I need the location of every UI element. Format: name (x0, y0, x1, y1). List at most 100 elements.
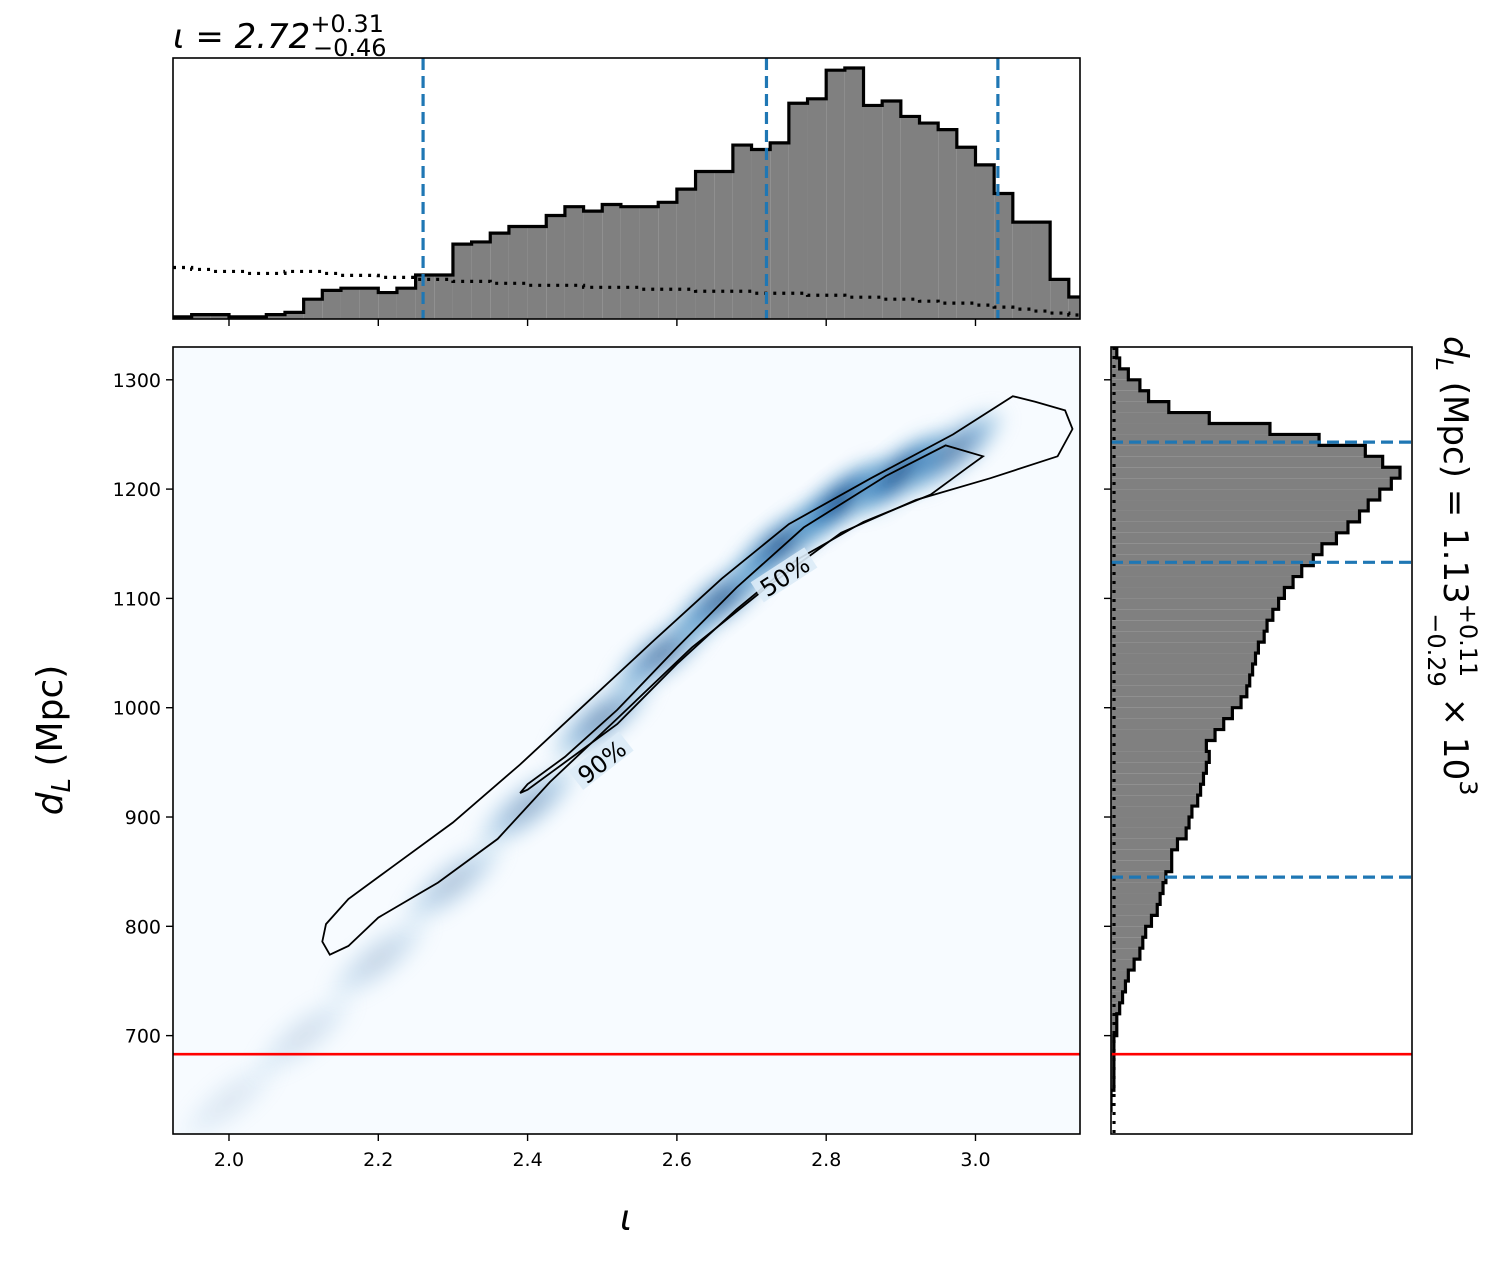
density-blob (320, 911, 436, 1007)
distance-bar (1111, 729, 1216, 741)
distance-bar (1111, 926, 1146, 938)
iota-bar (602, 204, 621, 319)
density-blob (395, 834, 511, 931)
distance-quantile-lines (1111, 440, 1412, 879)
right-panel-frame (1110, 346, 1413, 1135)
iota-bar (882, 101, 901, 319)
distance-bar (1111, 882, 1164, 894)
distance-histogram (1111, 336, 1402, 1134)
x-axis-ticks: 2.0 2.2 2.4 2.6 2.8 3.0 (214, 1134, 991, 1171)
distance-bar (1111, 991, 1123, 1003)
distance-bar (1111, 751, 1210, 763)
distance-bar (1111, 707, 1233, 719)
distance-bar (1111, 959, 1135, 971)
density-blob (246, 987, 362, 1084)
distance-bar (1111, 434, 1320, 446)
distance-bar (1111, 685, 1247, 697)
credible-contours (321, 395, 1074, 956)
iota-prior-outline (173, 265, 1080, 317)
iota-quantile-lines (421, 58, 1000, 319)
distance-bar (1111, 696, 1242, 708)
iota-bar (1087, 312, 1106, 319)
distance-bar (1111, 347, 1117, 358)
distance-bar (1111, 937, 1143, 949)
iota-bar (770, 142, 789, 319)
distance-bar (1111, 915, 1152, 927)
distance-bar (1111, 401, 1169, 413)
distance-bar (1111, 587, 1285, 599)
iota-bar (844, 68, 864, 319)
iota-title-lower-error: −0.46 (313, 34, 387, 62)
distance-bar (1111, 489, 1380, 501)
distance-bar (1111, 948, 1140, 960)
distance-bar (1111, 412, 1210, 424)
distance-bar (1111, 784, 1201, 796)
distance-bar (1111, 510, 1360, 522)
iota-bar (1068, 296, 1080, 319)
distance-bar (1111, 336, 1114, 347)
distance-bar (1111, 368, 1129, 380)
y-tick-label: 800 (125, 916, 161, 938)
distance-bar (1111, 1013, 1117, 1025)
y-axis-ticks: 700 800 900 1000 1100 1200 1300 (113, 370, 173, 1048)
contour-50-percent (519, 444, 986, 794)
iota-bar (564, 206, 584, 319)
x-tick-label: 2.2 (363, 1149, 393, 1171)
distance-bar (1111, 904, 1158, 916)
iota-bar (714, 171, 733, 319)
x-tick-label: 2.8 (811, 1149, 841, 1171)
iota-bar (546, 215, 565, 319)
distance-bar (1111, 674, 1250, 686)
iota-histogram-outline (173, 66, 1080, 319)
distance-bar (1111, 827, 1187, 839)
y-tick-label: 1300 (113, 370, 161, 392)
iota-bar (732, 145, 752, 319)
iota-bar (396, 288, 416, 319)
distance-bar (1111, 663, 1253, 675)
contour-label-bg (750, 547, 818, 603)
distance-bar (1111, 609, 1273, 621)
joint-posterior-panel: 50%90% 2.0 2.2 2.4 2.6 2.8 3.0 70080090010001… (30, 346, 1081, 1239)
distance-bar (1111, 980, 1126, 992)
iota-bar (863, 105, 883, 319)
iota-bar (191, 314, 211, 319)
distance-bar (1111, 642, 1259, 654)
iota-bar (415, 274, 435, 319)
contour-label-bg (568, 731, 634, 790)
iota-bar (378, 292, 397, 319)
distance-bar (1111, 773, 1204, 785)
distance-bar (1111, 740, 1207, 752)
iota-bar (527, 226, 547, 319)
iota-bar (340, 288, 360, 319)
iota-bar (284, 312, 304, 319)
distance-bar (1111, 970, 1129, 981)
right-panel-ticks (1104, 379, 1111, 1037)
iota-bar (788, 103, 808, 319)
distance-bar (1111, 521, 1348, 533)
top-panel-ticks (228, 319, 977, 326)
distance-bar (1111, 806, 1192, 818)
distance-title: dL (Mpc) = 1.13+0.11−0.29 × 103 (1422, 336, 1482, 795)
distance-bar (1111, 893, 1161, 905)
right-marginal-panel: dL (Mpc) = 1.13+0.11−0.29 × 103 (1104, 336, 1482, 1135)
y-axis-label: dL (Mpc) (30, 665, 77, 816)
distance-bar (1111, 795, 1198, 807)
distance-bar (1111, 860, 1172, 872)
distance-bar (1111, 1024, 1117, 1036)
iota-bar (919, 123, 939, 319)
distance-bar (1111, 718, 1224, 730)
y-tick-label: 700 (125, 1026, 161, 1048)
iota-bar (490, 233, 509, 319)
iota-bar (938, 129, 957, 319)
main-panel-frame (172, 346, 1081, 1135)
x-tick-label: 3.0 (960, 1149, 990, 1171)
iota-bar (359, 288, 379, 319)
iota-bar (620, 206, 640, 319)
y-tick-label: 1000 (113, 698, 161, 720)
distance-bar (1111, 653, 1256, 664)
distance-bar (1111, 543, 1322, 555)
iota-title: ι = 2.72+0.31 (173, 10, 384, 57)
distance-bar (1111, 1002, 1120, 1014)
y-tick-label: 1200 (113, 479, 161, 501)
density-blob (895, 403, 1011, 499)
